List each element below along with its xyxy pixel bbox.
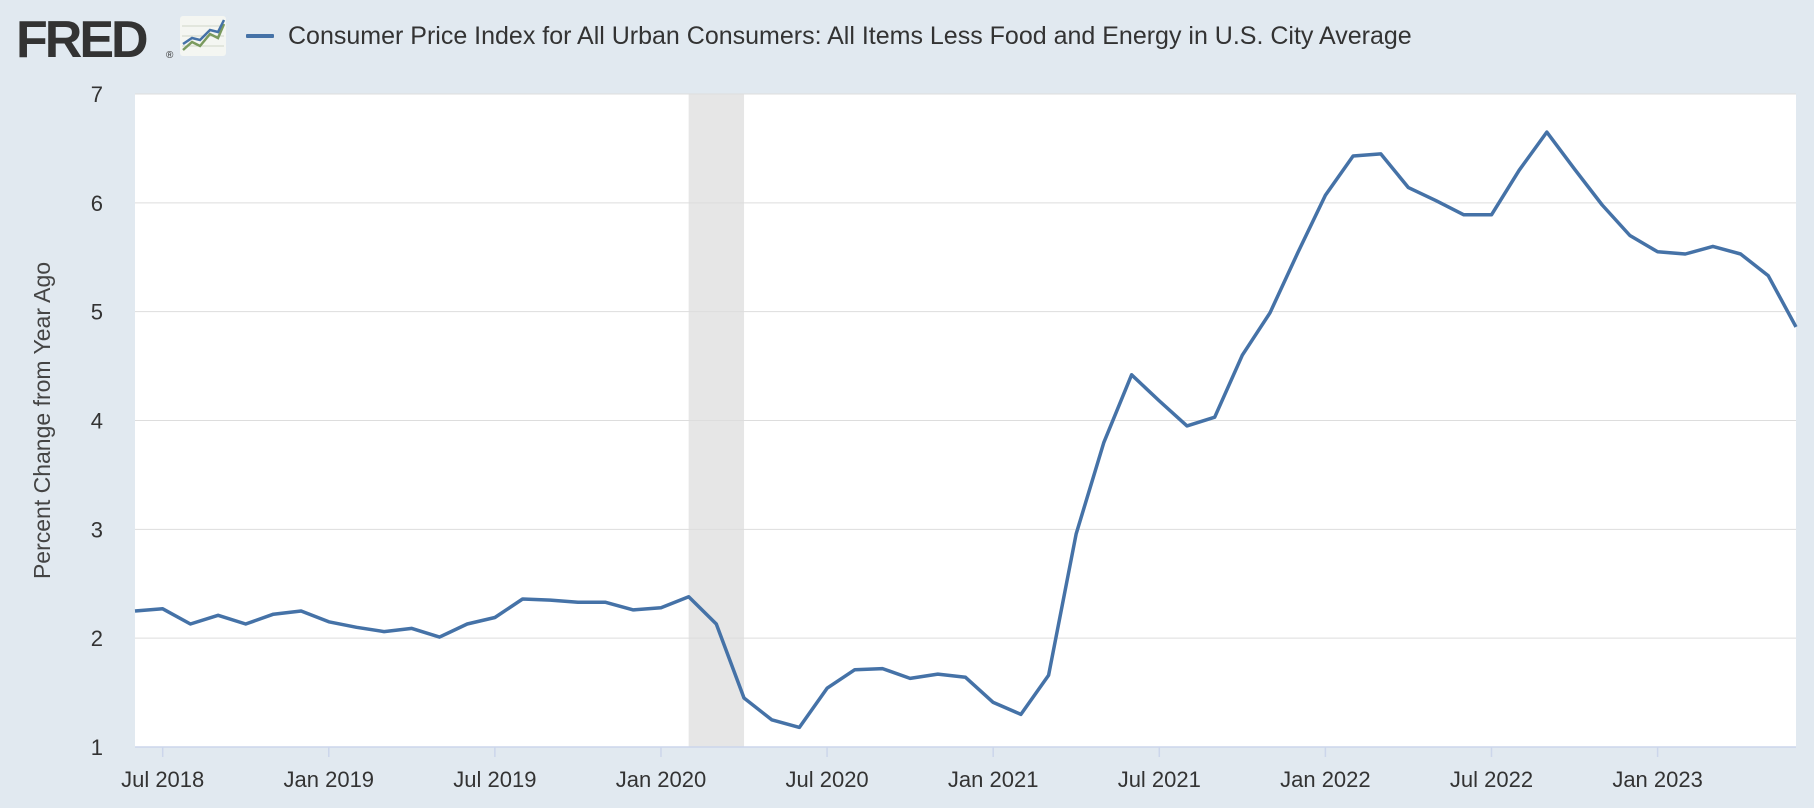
- x-tick-label: Jul 2021: [1118, 767, 1201, 792]
- registered-mark: ®: [166, 50, 174, 61]
- y-tick-label: 1: [91, 735, 103, 760]
- x-tick-label: Jan 2023: [1612, 767, 1703, 792]
- x-tick-label: Jan 2022: [1280, 767, 1371, 792]
- legend-series-label: Consumer Price Index for All Urban Consu…: [288, 21, 1412, 50]
- fred-wordmark: FRED: [16, 11, 149, 69]
- x-tick-label: Jul 2018: [121, 767, 204, 792]
- x-tick-label: Jul 2019: [453, 767, 536, 792]
- y-tick-label: 6: [91, 191, 103, 216]
- chart-legend: Consumer Price Index for All Urban Consu…: [246, 18, 1412, 54]
- y-tick-label: 4: [91, 409, 103, 434]
- grid-lines: [135, 93, 1796, 639]
- y-axis: 1 2 3 4 5 6 7: [91, 82, 103, 760]
- x-tick-label: Jan 2021: [948, 767, 1039, 792]
- y-tick-label: 2: [91, 626, 103, 651]
- x-tick-label: Jan 2019: [284, 767, 375, 792]
- y-axis-title: Percent Change from Year Ago: [29, 262, 55, 579]
- fred-graph-icon: [180, 16, 226, 56]
- y-tick-label: 7: [91, 82, 103, 107]
- chart-header: FRED ® Consumer Price Index for All Urba…: [0, 0, 1814, 80]
- x-axis: Jul 2018 Jan 2019 Jul 2019 Jan 2020 Jul 2020…: [121, 747, 1703, 792]
- x-tick-label: Jan 2020: [616, 767, 707, 792]
- legend-series-swatch: [246, 34, 274, 38]
- y-tick-label: 5: [91, 300, 103, 325]
- x-tick-label: Jul 2020: [785, 767, 868, 792]
- y-tick-label: 3: [91, 517, 103, 542]
- x-tick-label: Jul 2022: [1450, 767, 1533, 792]
- series-line[interactable]: [134, 130, 1798, 730]
- fred-logo[interactable]: FRED ®: [16, 11, 173, 69]
